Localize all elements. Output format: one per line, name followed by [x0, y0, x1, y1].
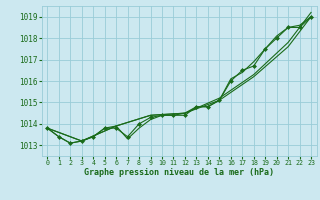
X-axis label: Graphe pression niveau de la mer (hPa): Graphe pression niveau de la mer (hPa): [84, 168, 274, 177]
